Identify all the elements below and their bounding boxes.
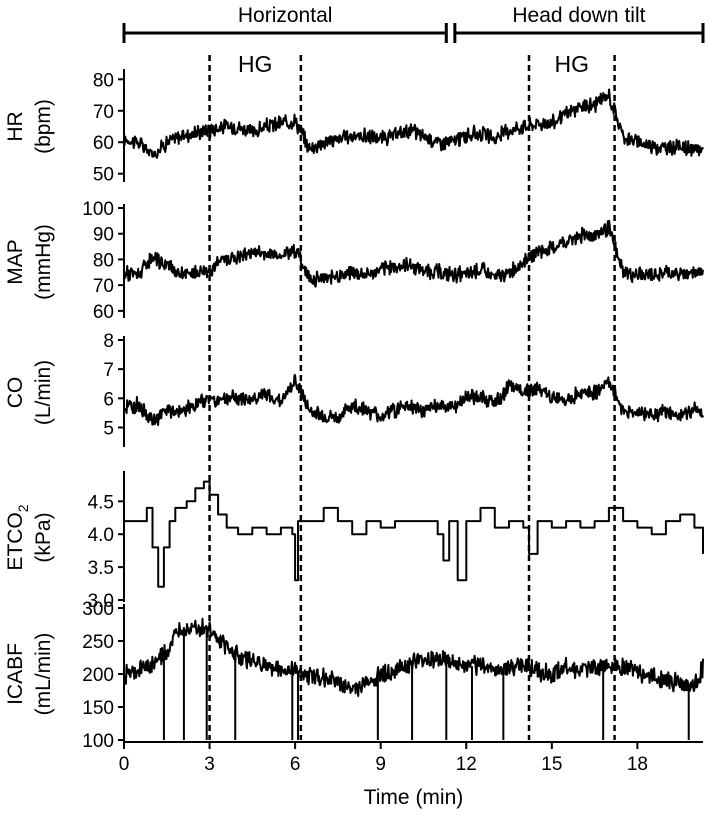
trace-icabf (123, 617, 704, 697)
y-tick-label: 80 (93, 70, 114, 91)
y-tick-label: 150 (82, 698, 114, 719)
y-tick-label: 7 (103, 360, 114, 381)
y-axis-label: MAP (4, 239, 27, 285)
y-tick-label: 3.0 (88, 591, 114, 612)
trace-etco2 (124, 480, 704, 588)
panel-hr: 50 60 70 80 HR (bpm) (4, 69, 704, 186)
y-tick-label: 60 (93, 302, 114, 323)
y-tick-label: 100 (82, 199, 114, 220)
y-tick-label: 4.5 (88, 492, 114, 513)
trace-co (123, 374, 704, 426)
x-tick-label: 9 (375, 754, 386, 775)
y-axis-unit-label: (kPa) (32, 512, 55, 562)
y-axis-label-subscript: 2 (15, 504, 31, 512)
y-tick-label: 250 (82, 632, 114, 653)
y-tick-label: 200 (82, 665, 114, 686)
y-axis-unit-label: (L/min) (32, 360, 55, 425)
y-tick-label: 50 (93, 165, 114, 186)
y-axis-label: ICABF (4, 643, 27, 705)
y-axis-label: CO (4, 377, 27, 409)
y-tick-label: 100 (82, 731, 114, 752)
panel-etco2: 3.0 3.5 4.0 4.5 ETCO2(kPa) (4, 471, 704, 612)
phase-head-down-tilt: Head down tilt (453, 4, 705, 43)
y-axis-unit-label: (bpm) (32, 99, 55, 154)
y-tick-label: 3.5 (88, 558, 114, 579)
x-axis-label: Time (min) (364, 786, 464, 809)
x-tick-label: 0 (119, 754, 130, 775)
y-axis-unit-label: (mL/min) (32, 633, 55, 716)
phase-horizontal: Horizontal (122, 4, 448, 43)
y-axis-label: HR (4, 111, 27, 141)
panel-co: 5 6 7 8 CO (L/min) (4, 331, 704, 447)
hg-label: HG (238, 51, 273, 77)
x-tick-label: 12 (456, 754, 477, 775)
y-tick-label: 300 (82, 599, 114, 620)
x-tick-label: 3 (204, 754, 215, 775)
phase-label: Head down tilt (512, 4, 645, 27)
panel-map: 60 70 80 90 100 MAP (mmHg) (4, 199, 704, 323)
phase-label: Horizontal (238, 4, 333, 27)
y-tick-label: 80 (93, 250, 114, 271)
y-axis-label: ETCO2 (4, 504, 31, 570)
x-tick-label: 6 (290, 754, 301, 775)
y-tick-label: 60 (93, 133, 114, 154)
panel-icabf: 100 150 200 250 300 ICABF (mL/min) (4, 599, 704, 752)
y-tick-label: 70 (93, 276, 114, 297)
y-tick-label: 5 (103, 419, 114, 440)
y-tick-label: 70 (93, 102, 114, 123)
trace-hr (123, 88, 704, 159)
y-tick-label: 6 (103, 389, 114, 410)
x-tick-label: 15 (541, 754, 562, 775)
trace-map (123, 219, 704, 288)
x-tick-label: 18 (627, 754, 648, 775)
hg-label: HG (555, 51, 590, 77)
x-axis: 0 3 6 9 12 15 18 Time (min) (119, 741, 703, 809)
y-tick-label: 8 (103, 331, 114, 352)
y-axis-label-text: ETCO (4, 512, 27, 570)
y-axis-unit-label: (mmHg) (32, 224, 55, 300)
y-tick-label: 4.0 (88, 525, 114, 546)
y-tick-label: 90 (93, 225, 114, 246)
